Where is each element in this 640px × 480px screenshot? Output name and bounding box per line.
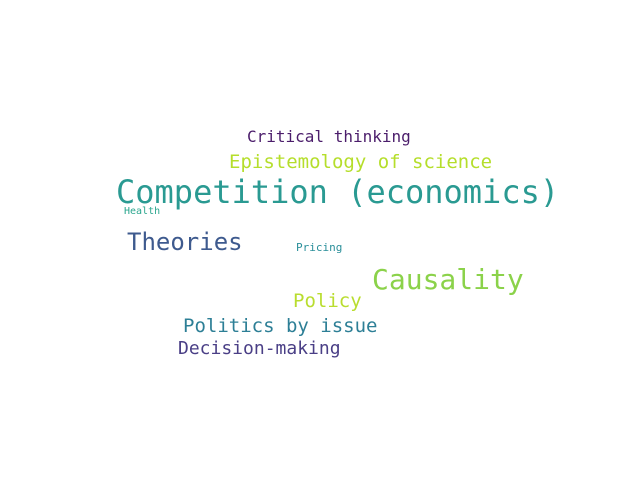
word-decision-making: Decision-making xyxy=(178,338,341,359)
word-causality: Causality xyxy=(372,263,524,296)
word-politics-by-issue: Politics by issue xyxy=(183,315,378,337)
word-theories: Theories xyxy=(127,228,243,256)
word-critical-thinking: Critical thinking xyxy=(247,127,411,146)
word-pricing: Pricing xyxy=(296,241,343,254)
word-policy: Policy xyxy=(293,290,362,312)
word-competition-economics: Competition (economics) xyxy=(116,173,560,211)
word-health: Health xyxy=(124,206,161,217)
word-epistemology-of-science: Epistemology of science xyxy=(229,151,493,173)
